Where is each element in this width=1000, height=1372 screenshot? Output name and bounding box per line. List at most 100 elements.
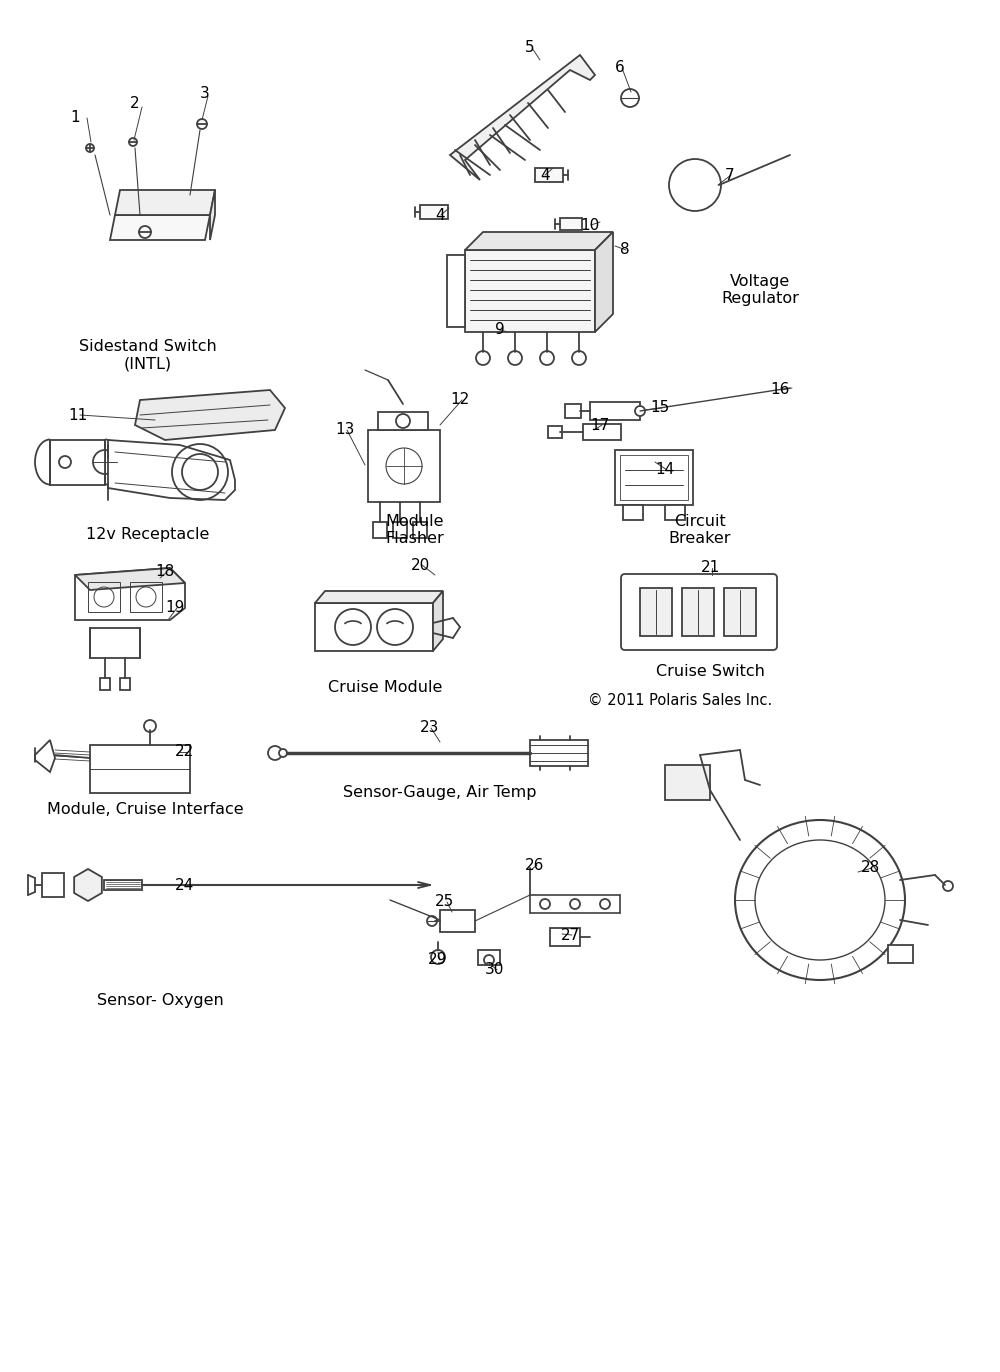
Bar: [50, 440, 105, 484]
Text: 8: 8: [620, 243, 630, 258]
Bar: [623, 505, 643, 520]
Circle shape: [427, 916, 437, 926]
Polygon shape: [135, 390, 285, 440]
Text: 15: 15: [650, 401, 670, 416]
Text: 13: 13: [335, 423, 355, 438]
Text: 11: 11: [68, 407, 88, 423]
Circle shape: [93, 450, 117, 473]
Polygon shape: [450, 55, 595, 180]
Bar: [530, 740, 588, 766]
Polygon shape: [75, 568, 185, 620]
Polygon shape: [75, 568, 185, 590]
Bar: [393, 521, 407, 538]
Text: 16: 16: [770, 383, 790, 398]
Text: Module
Flasher: Module Flasher: [386, 513, 444, 546]
Circle shape: [621, 89, 639, 107]
Circle shape: [508, 351, 522, 365]
Text: 17: 17: [590, 417, 610, 432]
Text: Sensor- Oxygen: Sensor- Oxygen: [97, 992, 223, 1007]
Polygon shape: [210, 189, 215, 240]
Text: 24: 24: [175, 878, 195, 893]
Bar: [565, 403, 581, 418]
Text: Sensor-Gauge, Air Temp: Sensor-Gauge, Air Temp: [343, 786, 537, 800]
Bar: [620, 456, 688, 499]
Text: 30: 30: [485, 963, 505, 977]
Text: 12v Receptacle: 12v Receptacle: [86, 527, 210, 542]
Circle shape: [144, 720, 156, 733]
Bar: [420, 204, 448, 220]
Text: Voltage
Regulator: Voltage Regulator: [721, 274, 799, 306]
Bar: [88, 582, 120, 612]
Bar: [550, 927, 580, 947]
Bar: [535, 167, 563, 182]
Text: 23: 23: [420, 720, 440, 735]
Bar: [682, 589, 714, 637]
Circle shape: [570, 899, 580, 910]
Bar: [373, 521, 387, 538]
Circle shape: [431, 949, 445, 965]
Text: Cruise Switch: Cruise Switch: [656, 664, 764, 679]
Text: 27: 27: [560, 927, 580, 943]
Text: 21: 21: [700, 561, 720, 575]
Text: 5: 5: [525, 41, 535, 55]
Polygon shape: [74, 868, 102, 901]
Circle shape: [635, 406, 645, 416]
Text: Cruise Module: Cruise Module: [328, 681, 442, 696]
Polygon shape: [433, 591, 443, 650]
Polygon shape: [465, 232, 613, 250]
Bar: [548, 425, 562, 438]
Text: 19: 19: [165, 601, 185, 616]
Polygon shape: [315, 591, 443, 604]
Bar: [90, 628, 140, 659]
Polygon shape: [110, 215, 210, 240]
FancyBboxPatch shape: [621, 573, 777, 650]
Circle shape: [943, 881, 953, 890]
Polygon shape: [115, 189, 215, 215]
Polygon shape: [108, 440, 235, 499]
Text: 1: 1: [70, 111, 80, 125]
Text: 7: 7: [725, 167, 735, 182]
Bar: [724, 589, 756, 637]
Polygon shape: [315, 604, 433, 650]
Text: 29: 29: [428, 952, 448, 967]
Text: 28: 28: [860, 860, 880, 875]
Bar: [447, 255, 465, 327]
Bar: [560, 218, 582, 230]
Circle shape: [540, 899, 550, 910]
Bar: [90, 745, 190, 793]
Bar: [378, 412, 428, 429]
Bar: [665, 505, 685, 520]
Text: 22: 22: [175, 745, 195, 760]
Bar: [583, 424, 621, 440]
Bar: [120, 678, 130, 690]
Text: 4: 4: [435, 207, 445, 222]
Text: 2: 2: [130, 96, 140, 111]
Circle shape: [476, 351, 490, 365]
Circle shape: [268, 746, 282, 760]
Text: 25: 25: [435, 895, 455, 910]
Circle shape: [600, 899, 610, 910]
Text: Sidestand Switch
(INTL): Sidestand Switch (INTL): [79, 339, 217, 372]
Bar: [615, 450, 693, 505]
Text: 9: 9: [495, 322, 505, 338]
Bar: [368, 429, 440, 502]
Text: Module, Cruise Interface: Module, Cruise Interface: [47, 803, 243, 818]
Circle shape: [540, 351, 554, 365]
Bar: [665, 766, 710, 800]
Text: 14: 14: [655, 462, 675, 477]
Text: 10: 10: [580, 218, 600, 232]
Bar: [104, 879, 142, 890]
Circle shape: [279, 749, 287, 757]
Bar: [640, 589, 672, 637]
Circle shape: [572, 351, 586, 365]
Bar: [100, 678, 110, 690]
Bar: [478, 949, 500, 965]
Text: 18: 18: [155, 564, 175, 579]
Text: 26: 26: [525, 858, 545, 873]
Text: 12: 12: [450, 392, 470, 407]
Bar: [888, 945, 913, 963]
Text: 20: 20: [410, 557, 430, 572]
Polygon shape: [35, 740, 55, 772]
Text: 3: 3: [200, 85, 210, 100]
Bar: [413, 521, 427, 538]
